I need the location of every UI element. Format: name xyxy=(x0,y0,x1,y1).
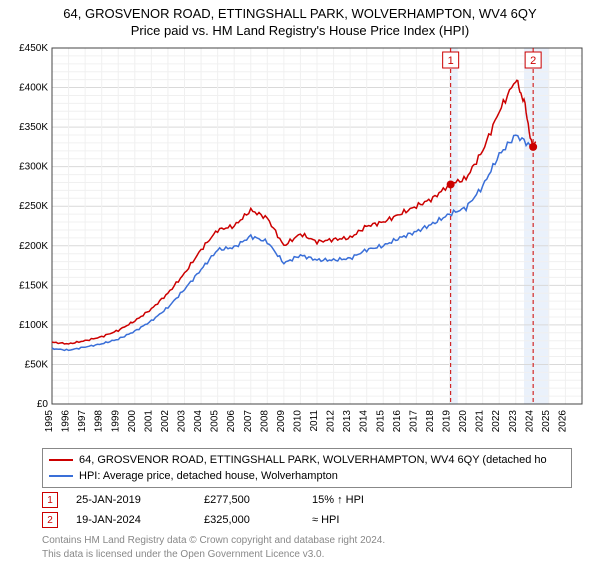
x-tick-label: 1998 xyxy=(94,410,105,433)
x-tick-label: 2025 xyxy=(541,410,552,433)
marker-dot xyxy=(447,180,455,188)
x-tick-label: 2023 xyxy=(508,410,519,433)
x-tick-label: 2003 xyxy=(177,410,188,433)
marker-badge-num: 2 xyxy=(530,55,536,67)
x-tick-label: 2024 xyxy=(524,410,535,433)
x-tick-label: 2018 xyxy=(425,410,436,433)
legend-box: 64, GROSVENOR ROAD, ETTINGSHALL PARK, WO… xyxy=(42,448,572,488)
marker-detail-badge: 1 xyxy=(42,492,58,508)
x-tick-label: 2000 xyxy=(127,410,138,433)
x-tick-label: 2006 xyxy=(226,410,237,433)
x-tick-label: 2014 xyxy=(359,410,370,433)
x-tick-label: 1996 xyxy=(61,410,72,433)
attribution-line2: This data is licensed under the Open Gov… xyxy=(42,548,590,562)
x-tick-label: 1999 xyxy=(110,410,121,433)
x-tick-label: 2009 xyxy=(276,410,287,433)
marker-delta: ≈ HPI xyxy=(312,514,339,526)
y-tick-label: £0 xyxy=(37,399,49,410)
legend-label: 64, GROSVENOR ROAD, ETTINGSHALL PARK, WO… xyxy=(79,454,547,466)
y-tick-label: £250K xyxy=(19,201,48,212)
attribution: Contains HM Land Registry data © Crown c… xyxy=(42,534,590,561)
x-tick-label: 2012 xyxy=(326,410,337,433)
chart-title: 64, GROSVENOR ROAD, ETTINGSHALL PARK, WO… xyxy=(0,6,600,21)
y-tick-label: £150K xyxy=(19,280,48,291)
marker-dot xyxy=(529,143,537,151)
x-tick-label: 2010 xyxy=(292,410,303,433)
legend-swatch xyxy=(49,459,73,461)
marker-detail-badge: 2 xyxy=(42,512,58,528)
chart-area: £0 £50K £100K £150K £200K £250K £300K £350K £400… xyxy=(10,42,590,442)
marker-detail-row: 2 19-JAN-2024 £325,000 ≈ HPI xyxy=(42,512,590,528)
x-tick-label: 2004 xyxy=(193,410,204,433)
x-tick-label: 2017 xyxy=(408,410,419,433)
x-tick-label: 2011 xyxy=(309,410,320,432)
y-tick-label: £350K xyxy=(19,122,48,133)
y-tick-label: £450K xyxy=(19,43,48,54)
legend-swatch xyxy=(49,475,73,477)
attribution-line1: Contains HM Land Registry data © Crown c… xyxy=(42,534,590,548)
x-tick-label: 2021 xyxy=(475,410,486,433)
x-tick-label: 2022 xyxy=(491,410,502,433)
x-tick-label: 2002 xyxy=(160,410,171,433)
y-tick-label: £300K xyxy=(19,162,48,173)
x-tick-label: 2019 xyxy=(442,410,453,433)
x-tick-label: 2015 xyxy=(375,410,386,433)
y-tick-label: £400K xyxy=(19,83,48,94)
marker-detail-row: 1 25-JAN-2019 £277,500 15% ↑ HPI xyxy=(42,492,590,508)
marker-date: 19-JAN-2024 xyxy=(76,514,186,526)
y-tick-label: £100K xyxy=(19,320,48,331)
x-tick-label: 2016 xyxy=(392,410,403,433)
x-tick-label: 2013 xyxy=(342,410,353,433)
x-tick-label: 2020 xyxy=(458,410,469,433)
chart-svg: £0 £50K £100K £150K £200K £250K £300K £350K £400… xyxy=(10,42,590,442)
marker-date: 25-JAN-2019 xyxy=(76,494,186,506)
legend-row: 64, GROSVENOR ROAD, ETTINGSHALL PARK, WO… xyxy=(49,452,565,468)
x-tick-label: 2008 xyxy=(259,410,270,433)
x-tick-label: 1995 xyxy=(44,410,55,433)
y-tick-label: £50K xyxy=(25,359,49,370)
legend-label: HPI: Average price, detached house, Wolv… xyxy=(79,470,338,482)
marker-price: £277,500 xyxy=(204,494,294,506)
x-tick-label: 2026 xyxy=(557,410,568,433)
marker-price: £325,000 xyxy=(204,514,294,526)
marker-delta: 15% ↑ HPI xyxy=(312,494,364,506)
legend-row: HPI: Average price, detached house, Wolv… xyxy=(49,468,565,484)
y-tick-label: £200K xyxy=(19,241,48,252)
x-tick-label: 2001 xyxy=(143,410,154,433)
x-tick-label: 2005 xyxy=(210,410,221,433)
x-tick-label: 2007 xyxy=(243,410,254,433)
x-tick-label: 1997 xyxy=(77,410,88,433)
marker-badge-num: 1 xyxy=(448,55,454,67)
chart-subtitle: Price paid vs. HM Land Registry's House … xyxy=(0,23,600,38)
